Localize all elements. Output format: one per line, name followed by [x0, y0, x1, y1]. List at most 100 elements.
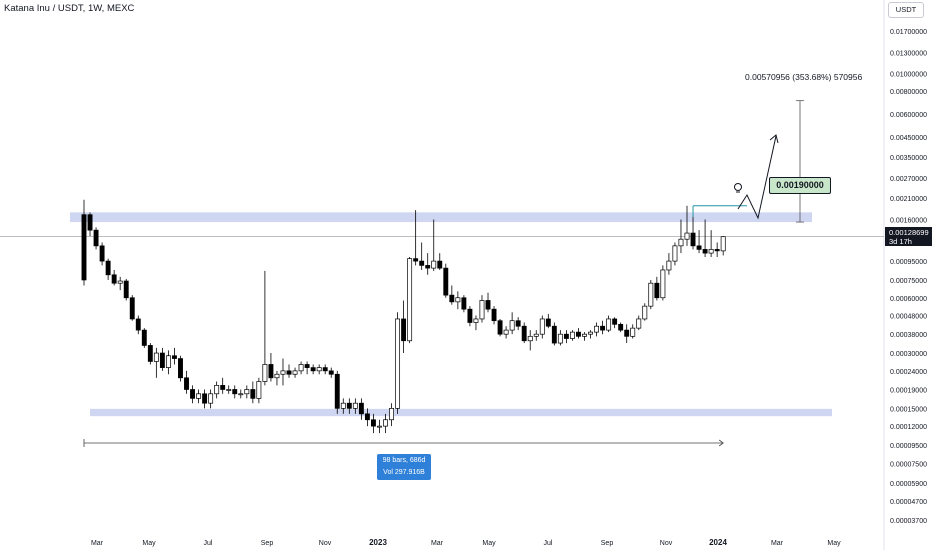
y-tick-label: 0.00210000 — [890, 196, 927, 203]
candle-body — [563, 333, 569, 339]
candle-body — [159, 352, 165, 368]
y-tick-label: 0.00270000 — [890, 176, 927, 183]
x-tick-label: Nov — [660, 540, 673, 547]
candle-body — [389, 407, 394, 421]
candle-body — [527, 335, 533, 342]
candle-body — [419, 260, 425, 266]
date-range-label[interactable]: 98 bars, 686d Vol 297.916B — [377, 454, 431, 480]
candle-body — [624, 329, 630, 337]
candle-body — [509, 320, 515, 331]
candle-body — [250, 389, 256, 399]
candle-body — [582, 333, 587, 337]
candle-body — [286, 370, 292, 375]
candle-body — [334, 373, 340, 409]
target-price-label[interactable]: 0.00190000 — [769, 177, 831, 194]
projection-path — [737, 135, 777, 220]
bar-countdown: 3d 17h — [889, 237, 912, 246]
candle-body — [352, 402, 358, 409]
candle-body — [551, 325, 557, 344]
candle-body — [491, 308, 497, 322]
candle-body — [660, 269, 666, 299]
zone-band-1 — [70, 212, 812, 223]
y-tick-label: 0.00160000 — [890, 218, 927, 225]
y-tick-label: 0.00019000 — [890, 387, 927, 394]
y-tick-label: 0.00015000 — [890, 406, 927, 413]
candle-body — [111, 274, 117, 284]
y-tick-label: 0.00009500 — [890, 443, 927, 450]
candle-body — [648, 282, 654, 307]
x-tick-label: Mar — [91, 540, 104, 547]
candle-body — [226, 389, 232, 391]
y-tick-label: 0.00030000 — [890, 351, 927, 358]
chart-title: Katana Inu / USDT, 1W, MEXC — [4, 3, 135, 14]
candle-body — [714, 249, 720, 252]
candle-body — [370, 419, 376, 427]
candle-body — [401, 318, 407, 342]
candle-body — [708, 249, 714, 254]
candle-body — [485, 300, 491, 310]
candle-body — [443, 267, 449, 296]
candle-body — [696, 245, 702, 250]
candle-body — [545, 318, 551, 327]
candle-body — [298, 364, 304, 372]
candle-body — [99, 245, 105, 262]
candle-body — [190, 389, 195, 399]
candle-body — [425, 265, 431, 269]
candle-body — [220, 385, 226, 390]
candle-body — [467, 308, 473, 323]
candle-body — [129, 297, 135, 320]
candle-body — [588, 331, 593, 335]
y-tick-label: 0.00048000 — [890, 314, 927, 321]
candle-body — [395, 318, 401, 409]
candle-body — [292, 370, 298, 375]
y-tick-label: 0.00007500 — [890, 462, 927, 469]
candle-body — [690, 232, 696, 247]
y-tick-label: 0.00095000 — [890, 259, 927, 266]
zone-band-2 — [90, 408, 832, 417]
x-tick-label: Mar — [771, 540, 784, 547]
candle-body — [208, 393, 214, 404]
candle-body — [256, 381, 262, 399]
last-price-value: 0.00128699 — [889, 228, 929, 237]
measure-label: 0.00570956 (353.68%) 570956 — [745, 72, 863, 82]
candle-body — [576, 331, 581, 337]
candle-body — [238, 393, 244, 396]
candle-body — [346, 402, 352, 409]
y-tick-label: 0.00800000 — [890, 89, 927, 96]
y-tick-label: 0.01300000 — [890, 50, 927, 57]
y-tick-label: 0.00024000 — [890, 369, 927, 376]
candle-body — [539, 318, 545, 335]
candle-body — [431, 260, 437, 269]
y-tick-label: 0.01700000 — [890, 29, 927, 36]
x-tick-label: Mar — [431, 540, 444, 547]
currency-button[interactable]: USDT — [888, 2, 924, 18]
y-tick-label: 0.00038000 — [890, 332, 927, 339]
candle-body — [413, 258, 419, 262]
candle-body — [184, 377, 189, 390]
candle-body — [672, 245, 678, 262]
x-tick-label: 2023 — [369, 538, 387, 547]
x-tick-label: May — [482, 540, 496, 547]
candle-body — [654, 282, 660, 299]
projection-arrowhead — [769, 134, 779, 144]
candle-body — [141, 329, 147, 346]
candle-body — [503, 329, 509, 335]
range-volume: Vol 297.916B — [383, 469, 425, 476]
candle-body — [310, 367, 316, 372]
candle-body — [262, 364, 268, 382]
candle-body — [105, 260, 111, 276]
candle-body — [268, 364, 274, 379]
candle-body — [569, 331, 575, 339]
candle-body — [232, 389, 238, 395]
candle-body — [684, 232, 690, 240]
lightbulb-icon — [734, 183, 742, 191]
candle-body — [515, 320, 521, 327]
y-tick-label: 0.00075000 — [890, 278, 927, 285]
candle-body — [606, 318, 612, 331]
y-tick-label: 0.00600000 — [890, 112, 927, 119]
candle-body — [87, 214, 93, 231]
candle-body — [274, 373, 280, 379]
candle-body — [280, 370, 286, 375]
